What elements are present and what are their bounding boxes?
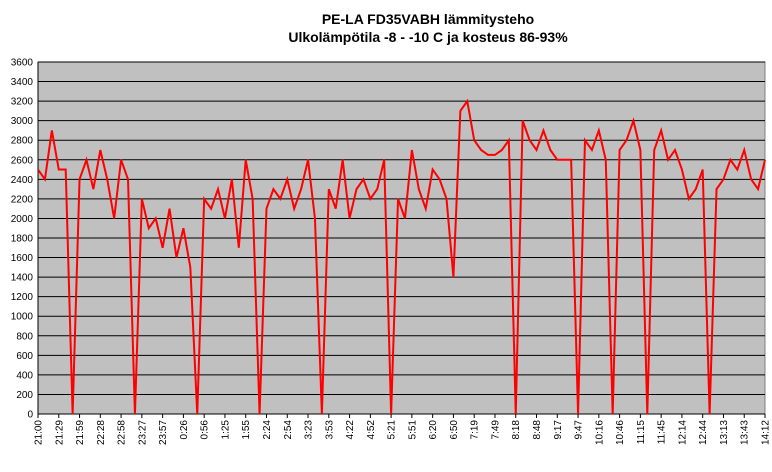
y-tick-label: 1200 xyxy=(11,292,34,303)
y-tick-label: 1800 xyxy=(11,234,34,245)
y-tick-label: 600 xyxy=(16,351,33,362)
x-tick-label: 4:52 xyxy=(366,420,377,440)
x-tick-label: 8:48 xyxy=(532,420,543,440)
y-tick-label: 3600 xyxy=(11,58,34,69)
x-tick-label: 23:57 xyxy=(158,420,169,445)
x-tick-label: 2:24 xyxy=(262,420,273,440)
x-tick-label: 4:22 xyxy=(345,420,356,440)
x-tick-label: 7:49 xyxy=(490,420,501,440)
x-tick-label: 0:26 xyxy=(179,420,190,440)
y-tick-label: 2400 xyxy=(11,175,34,186)
x-tick-label: 1:25 xyxy=(220,420,231,440)
y-tick-label: 3200 xyxy=(11,97,34,108)
y-tick-label: 3000 xyxy=(11,116,34,127)
x-tick-label: 3:53 xyxy=(324,420,335,440)
y-tick-label: 1400 xyxy=(11,273,34,284)
x-tick-label: 3:23 xyxy=(304,420,315,440)
x-tick-label: 7:19 xyxy=(470,420,481,440)
x-tick-label: 12:14 xyxy=(677,420,688,445)
x-tick-label: 5:21 xyxy=(387,420,398,440)
x-tick-label: 12:44 xyxy=(698,420,709,445)
x-tick-label: 8:18 xyxy=(511,420,522,440)
x-tick-label: 22:28 xyxy=(96,420,107,445)
x-tick-label: 13:13 xyxy=(719,420,730,445)
x-tick-label: 23:27 xyxy=(137,420,148,445)
y-tick-label: 2200 xyxy=(11,194,34,205)
x-tick-label: 5:51 xyxy=(407,420,418,440)
y-tick-label: 1000 xyxy=(11,312,34,323)
y-tick-label: 1600 xyxy=(11,253,34,264)
x-tick-label: 2:54 xyxy=(283,420,294,440)
x-tick-label: 14:12 xyxy=(761,420,772,445)
x-tick-label: 11:15 xyxy=(636,420,647,445)
x-tick-label: 9:47 xyxy=(574,420,585,440)
x-tick-label: 6:20 xyxy=(428,420,439,440)
chart-subtitle: Ulkolämpötila -8 - -10 C ja kosteus 86-9… xyxy=(288,29,568,45)
y-tick-label: 200 xyxy=(16,390,33,401)
x-tick-label: 6:50 xyxy=(449,420,460,440)
y-tick-label: 400 xyxy=(16,370,33,381)
x-tick-label: 21:00 xyxy=(34,420,45,445)
y-tick-label: 0 xyxy=(27,410,33,421)
x-tick-label: 1:55 xyxy=(241,420,252,440)
x-tick-label: 21:59 xyxy=(75,420,86,445)
x-tick-label: 0:56 xyxy=(200,420,211,440)
x-tick-label: 10:16 xyxy=(594,420,605,445)
y-tick-label: 2600 xyxy=(11,155,34,166)
x-tick-label: 21:29 xyxy=(54,420,65,445)
x-tick-label: 11:45 xyxy=(657,420,668,445)
x-tick-label: 13:43 xyxy=(740,420,751,445)
y-tick-label: 800 xyxy=(16,331,33,342)
x-tick-label: 9:17 xyxy=(553,420,564,440)
y-tick-label: 3400 xyxy=(11,77,34,88)
y-tick-label: 2000 xyxy=(11,214,34,225)
data-line xyxy=(37,98,766,415)
y-tick-label: 2800 xyxy=(11,136,34,147)
x-tick-label: 10:46 xyxy=(615,420,626,445)
chart-title: PE-LA FD35VABH lämmitysteho xyxy=(322,11,534,27)
x-tick-label: 22:58 xyxy=(117,420,128,445)
